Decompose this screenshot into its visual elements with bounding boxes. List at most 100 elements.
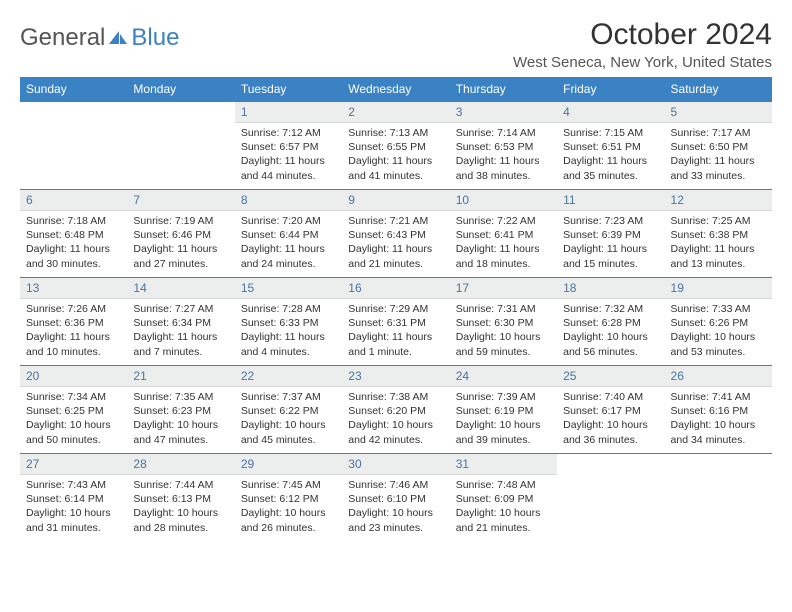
day-cell: 10Sunrise: 7:22 AMSunset: 6:41 PMDayligh… (450, 190, 557, 278)
weekday-header: Thursday (450, 77, 557, 102)
day-number: 30 (342, 454, 449, 475)
day-cell: 13Sunrise: 7:26 AMSunset: 6:36 PMDayligh… (20, 278, 127, 366)
day-details: Sunrise: 7:43 AMSunset: 6:14 PMDaylight:… (20, 475, 127, 541)
day-details: Sunrise: 7:35 AMSunset: 6:23 PMDaylight:… (127, 387, 234, 453)
day-cell: 24Sunrise: 7:39 AMSunset: 6:19 PMDayligh… (450, 366, 557, 454)
day-number: 23 (342, 366, 449, 387)
day-number: 19 (665, 278, 772, 299)
day-details: Sunrise: 7:44 AMSunset: 6:13 PMDaylight:… (127, 475, 234, 541)
weekday-header: Monday (127, 77, 234, 102)
logo: General Blue (20, 18, 179, 52)
logo-text-1: General (20, 24, 105, 52)
day-cell: 23Sunrise: 7:38 AMSunset: 6:20 PMDayligh… (342, 366, 449, 454)
day-details: Sunrise: 7:17 AMSunset: 6:50 PMDaylight:… (665, 123, 772, 189)
day-cell: 22Sunrise: 7:37 AMSunset: 6:22 PMDayligh… (235, 366, 342, 454)
weekday-header: Wednesday (342, 77, 449, 102)
day-details: Sunrise: 7:31 AMSunset: 6:30 PMDaylight:… (450, 299, 557, 365)
day-cell: 18Sunrise: 7:32 AMSunset: 6:28 PMDayligh… (557, 278, 664, 366)
day-number: 24 (450, 366, 557, 387)
day-details: Sunrise: 7:21 AMSunset: 6:43 PMDaylight:… (342, 211, 449, 277)
day-cell: 29Sunrise: 7:45 AMSunset: 6:12 PMDayligh… (235, 454, 342, 542)
sail-icon (107, 29, 129, 47)
day-number: 2 (342, 102, 449, 123)
day-details: Sunrise: 7:29 AMSunset: 6:31 PMDaylight:… (342, 299, 449, 365)
day-details: Sunrise: 7:22 AMSunset: 6:41 PMDaylight:… (450, 211, 557, 277)
day-details: Sunrise: 7:37 AMSunset: 6:22 PMDaylight:… (235, 387, 342, 453)
day-details: Sunrise: 7:38 AMSunset: 6:20 PMDaylight:… (342, 387, 449, 453)
day-cell: 31Sunrise: 7:48 AMSunset: 6:09 PMDayligh… (450, 454, 557, 542)
day-cell: 14Sunrise: 7:27 AMSunset: 6:34 PMDayligh… (127, 278, 234, 366)
day-number: 22 (235, 366, 342, 387)
day-details: Sunrise: 7:41 AMSunset: 6:16 PMDaylight:… (665, 387, 772, 453)
day-number: 21 (127, 366, 234, 387)
day-details: Sunrise: 7:25 AMSunset: 6:38 PMDaylight:… (665, 211, 772, 277)
day-cell: 30Sunrise: 7:46 AMSunset: 6:10 PMDayligh… (342, 454, 449, 542)
day-details: Sunrise: 7:20 AMSunset: 6:44 PMDaylight:… (235, 211, 342, 277)
day-details: Sunrise: 7:27 AMSunset: 6:34 PMDaylight:… (127, 299, 234, 365)
day-cell: 27Sunrise: 7:43 AMSunset: 6:14 PMDayligh… (20, 454, 127, 542)
day-number: 13 (20, 278, 127, 299)
day-details: Sunrise: 7:28 AMSunset: 6:33 PMDaylight:… (235, 299, 342, 365)
day-number: 16 (342, 278, 449, 299)
day-number: 12 (665, 190, 772, 211)
day-cell: 21Sunrise: 7:35 AMSunset: 6:23 PMDayligh… (127, 366, 234, 454)
day-cell: 2Sunrise: 7:13 AMSunset: 6:55 PMDaylight… (342, 102, 449, 190)
header: General Blue October 2024 West Seneca, N… (20, 18, 772, 71)
title-block: October 2024 West Seneca, New York, Unit… (513, 18, 772, 71)
day-cell: 11Sunrise: 7:23 AMSunset: 6:39 PMDayligh… (557, 190, 664, 278)
day-details: Sunrise: 7:23 AMSunset: 6:39 PMDaylight:… (557, 211, 664, 277)
month-title: October 2024 (513, 18, 772, 52)
day-number: 6 (20, 190, 127, 211)
day-cell: 17Sunrise: 7:31 AMSunset: 6:30 PMDayligh… (450, 278, 557, 366)
day-details: Sunrise: 7:46 AMSunset: 6:10 PMDaylight:… (342, 475, 449, 541)
day-number: 25 (557, 366, 664, 387)
day-number: 31 (450, 454, 557, 475)
day-details: Sunrise: 7:34 AMSunset: 6:25 PMDaylight:… (20, 387, 127, 453)
day-details: Sunrise: 7:26 AMSunset: 6:36 PMDaylight:… (20, 299, 127, 365)
day-details: Sunrise: 7:33 AMSunset: 6:26 PMDaylight:… (665, 299, 772, 365)
day-number: 14 (127, 278, 234, 299)
day-cell: 28Sunrise: 7:44 AMSunset: 6:13 PMDayligh… (127, 454, 234, 542)
day-cell: 3Sunrise: 7:14 AMSunset: 6:53 PMDaylight… (450, 102, 557, 190)
day-cell: 12Sunrise: 7:25 AMSunset: 6:38 PMDayligh… (665, 190, 772, 278)
day-details: Sunrise: 7:40 AMSunset: 6:17 PMDaylight:… (557, 387, 664, 453)
day-details: Sunrise: 7:48 AMSunset: 6:09 PMDaylight:… (450, 475, 557, 541)
day-number: 4 (557, 102, 664, 123)
calendar-head: SundayMondayTuesdayWednesdayThursdayFrid… (20, 77, 772, 102)
empty-cell (665, 454, 772, 542)
day-cell: 15Sunrise: 7:28 AMSunset: 6:33 PMDayligh… (235, 278, 342, 366)
empty-cell (127, 102, 234, 190)
empty-cell (20, 102, 127, 190)
day-number: 11 (557, 190, 664, 211)
day-number: 27 (20, 454, 127, 475)
day-number: 7 (127, 190, 234, 211)
day-cell: 16Sunrise: 7:29 AMSunset: 6:31 PMDayligh… (342, 278, 449, 366)
calendar: SundayMondayTuesdayWednesdayThursdayFrid… (20, 77, 772, 542)
day-number: 20 (20, 366, 127, 387)
day-cell: 25Sunrise: 7:40 AMSunset: 6:17 PMDayligh… (557, 366, 664, 454)
day-details: Sunrise: 7:12 AMSunset: 6:57 PMDaylight:… (235, 123, 342, 189)
day-cell: 9Sunrise: 7:21 AMSunset: 6:43 PMDaylight… (342, 190, 449, 278)
day-details: Sunrise: 7:32 AMSunset: 6:28 PMDaylight:… (557, 299, 664, 365)
day-number: 17 (450, 278, 557, 299)
day-number: 8 (235, 190, 342, 211)
day-number: 28 (127, 454, 234, 475)
day-number: 18 (557, 278, 664, 299)
day-number: 10 (450, 190, 557, 211)
day-number: 15 (235, 278, 342, 299)
day-number: 1 (235, 102, 342, 123)
weekday-header: Sunday (20, 77, 127, 102)
day-cell: 1Sunrise: 7:12 AMSunset: 6:57 PMDaylight… (235, 102, 342, 190)
day-number: 3 (450, 102, 557, 123)
calendar-body: 1Sunrise: 7:12 AMSunset: 6:57 PMDaylight… (20, 102, 772, 542)
day-details: Sunrise: 7:18 AMSunset: 6:48 PMDaylight:… (20, 211, 127, 277)
location: West Seneca, New York, United States (513, 54, 772, 71)
day-cell: 8Sunrise: 7:20 AMSunset: 6:44 PMDaylight… (235, 190, 342, 278)
weekday-header: Tuesday (235, 77, 342, 102)
day-number: 5 (665, 102, 772, 123)
day-cell: 7Sunrise: 7:19 AMSunset: 6:46 PMDaylight… (127, 190, 234, 278)
day-number: 9 (342, 190, 449, 211)
day-number: 29 (235, 454, 342, 475)
day-cell: 4Sunrise: 7:15 AMSunset: 6:51 PMDaylight… (557, 102, 664, 190)
day-cell: 19Sunrise: 7:33 AMSunset: 6:26 PMDayligh… (665, 278, 772, 366)
